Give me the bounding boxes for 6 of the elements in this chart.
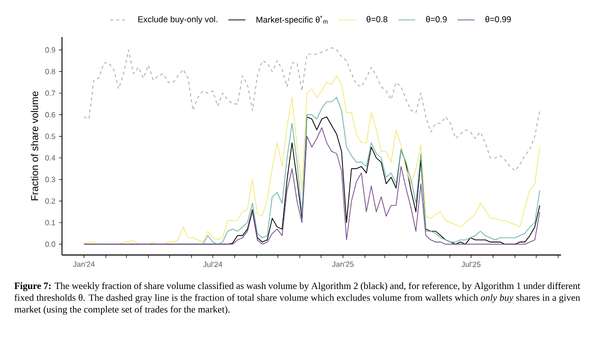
- legend-label: θ=0.99: [485, 16, 511, 22]
- y-axis-title: Fraction of share volume: [30, 91, 38, 200]
- legend-label: Exclude buy-only vol.: [138, 16, 218, 24]
- legend-label: θ=0.9: [426, 16, 447, 22]
- text: Figure 7: The weekly fraction of share volume classified as wash volume by Algorithm 2 (black) and, for reference, by Algorithm 1 under different fixed thresholds θ. The dashed gray line is the fraction of total share volume which excludes volume from wallets which only buy shares in a given market (using the complete set of trades for the market).: [14, 282, 580, 315]
- legend-label: θ=0.8: [366, 16, 388, 22]
